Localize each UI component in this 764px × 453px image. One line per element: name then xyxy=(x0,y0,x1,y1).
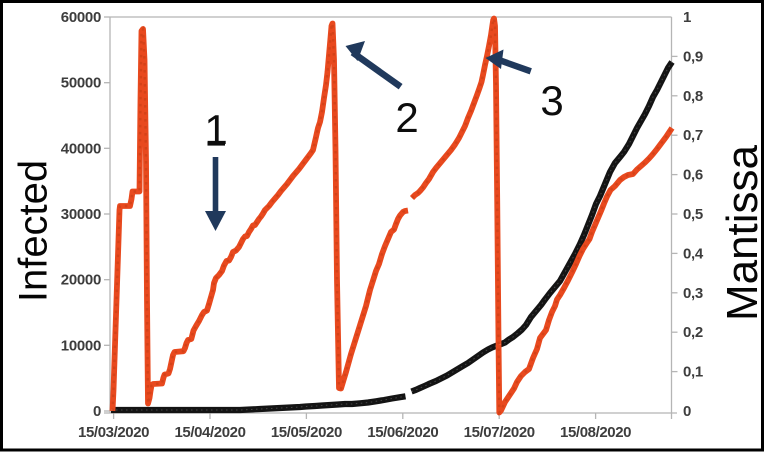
svg-text:2: 2 xyxy=(395,94,418,141)
svg-text:50000: 50000 xyxy=(61,75,101,92)
svg-text:1: 1 xyxy=(204,106,227,153)
svg-text:0: 0 xyxy=(683,403,691,420)
svg-text:0,7: 0,7 xyxy=(683,127,703,144)
svg-text:20000: 20000 xyxy=(61,272,101,289)
svg-text:60000: 60000 xyxy=(61,9,101,26)
svg-text:3: 3 xyxy=(540,77,563,124)
svg-text:0,2: 0,2 xyxy=(683,324,703,341)
svg-text:15/06/2020: 15/06/2020 xyxy=(367,424,438,441)
svg-text:Infected: Infected xyxy=(12,160,56,302)
svg-text:0: 0 xyxy=(93,403,101,420)
svg-text:0,9: 0,9 xyxy=(683,48,703,65)
svg-text:15/07/2020: 15/07/2020 xyxy=(464,424,535,441)
svg-text:30000: 30000 xyxy=(61,206,101,223)
svg-text:15/08/2020: 15/08/2020 xyxy=(560,424,631,441)
svg-text:15/05/2020: 15/05/2020 xyxy=(271,424,342,441)
svg-text:15/03/2020: 15/03/2020 xyxy=(78,424,149,441)
svg-text:Mantissa: Mantissa xyxy=(718,144,764,321)
svg-text:0,5: 0,5 xyxy=(683,206,703,223)
svg-text:0,8: 0,8 xyxy=(683,88,703,105)
svg-text:40000: 40000 xyxy=(61,140,101,157)
svg-text:0,6: 0,6 xyxy=(683,167,703,184)
svg-text:1: 1 xyxy=(683,9,691,26)
svg-text:0,1: 0,1 xyxy=(683,364,703,381)
svg-text:10000: 10000 xyxy=(61,337,101,354)
svg-text:0,3: 0,3 xyxy=(683,285,703,302)
svg-text:0,4: 0,4 xyxy=(683,245,704,262)
svg-text:15/04/2020: 15/04/2020 xyxy=(174,424,245,441)
